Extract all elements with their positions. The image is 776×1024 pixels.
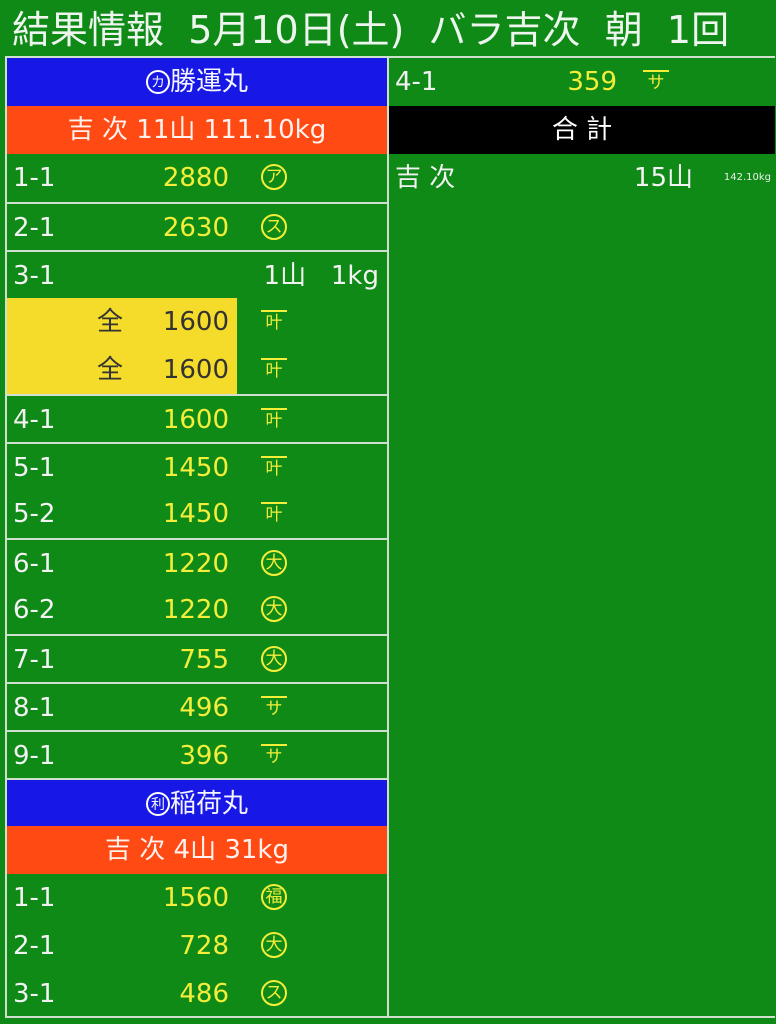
lot-number: 4-1 xyxy=(395,67,438,97)
boat-name: 稲荷丸 xyxy=(169,789,248,819)
all-label: 全 xyxy=(97,355,124,385)
boat-name: 勝運丸 xyxy=(169,67,248,97)
lot-number: 8-1 xyxy=(13,693,56,723)
lot-number: 7-1 xyxy=(13,645,56,675)
weight: 1kg xyxy=(330,261,379,291)
price: 1600 xyxy=(162,355,229,385)
buyer-mark-icon: ス xyxy=(261,214,287,240)
highlight xyxy=(7,346,237,394)
lot-number: 1-1 xyxy=(13,883,56,913)
price: 1450 xyxy=(162,453,229,483)
price: 1560 xyxy=(162,883,229,913)
lot-row: 9-1 396 サ xyxy=(7,730,387,778)
right-column: 4-1 359 サ合 計吉 次 15山 142.10kg xyxy=(389,56,775,1018)
boat-summary: 吉 次 4山 31kg xyxy=(7,826,387,874)
buyer-mark-icon: サ xyxy=(643,70,669,96)
lot-number: 9-1 xyxy=(13,741,56,771)
item: バラ吉次 xyxy=(428,8,581,52)
lot-row: 4-1 359 サ xyxy=(389,58,775,106)
boat-mark-icon: カ xyxy=(145,70,170,94)
total-header: 合 計 xyxy=(389,106,775,154)
buyer-mark-icon: 大 xyxy=(261,596,287,622)
price: 1600 xyxy=(162,307,229,337)
buyer-mark-icon: 叶 xyxy=(261,358,287,384)
price: 359 xyxy=(567,67,617,97)
lot-row: 全 1600 叶 xyxy=(7,346,387,394)
total-qty: 15山 xyxy=(633,163,693,193)
date: 5月10日(土) xyxy=(188,8,405,52)
buyer-mark-icon: 福 xyxy=(261,884,287,910)
lot-number: 3-1 xyxy=(13,979,56,1009)
price: 755 xyxy=(179,645,229,675)
buyer-mark-icon: 大 xyxy=(261,646,287,672)
lot-row: 7-1 755 大 xyxy=(7,634,387,682)
price: 2880 xyxy=(162,163,229,193)
price: 1600 xyxy=(162,405,229,435)
lot-row: 2-1 2630 ス xyxy=(7,202,387,250)
lot-number: 5-1 xyxy=(13,453,56,483)
buyer-mark-icon: サ xyxy=(261,744,287,770)
highlight xyxy=(7,298,237,346)
price: 1220 xyxy=(162,595,229,625)
lot-number: 6-2 xyxy=(13,595,56,625)
boat-header: カ勝運丸 xyxy=(7,58,387,106)
session: 朝 xyxy=(604,8,643,52)
price: 1220 xyxy=(162,549,229,579)
board-title: 結果情報 5月10日(土) バラ吉次 朝 1回 xyxy=(12,2,729,54)
lot-number: 1-1 xyxy=(13,163,56,193)
lot-row: 6-2 1220 大 xyxy=(7,586,387,634)
lot-number: 4-1 xyxy=(13,405,56,435)
lot-row: 3-1 1山 1kg xyxy=(7,250,387,298)
lot-row: 2-1 728 大 xyxy=(7,922,387,970)
lot-number: 3-1 xyxy=(13,261,56,291)
buyer-mark-icon: 叶 xyxy=(261,408,287,434)
lot-row: 4-1 1600 叶 xyxy=(7,394,387,442)
lot-number: 6-1 xyxy=(13,549,56,579)
title: 結果情報 xyxy=(12,8,165,52)
lot-row: 5-2 1450 叶 xyxy=(7,490,387,538)
boat-summary: 吉 次 11山 111.10kg xyxy=(7,106,387,154)
buyer-mark-icon: 大 xyxy=(261,550,287,576)
price: 396 xyxy=(179,741,229,771)
lot-row: 5-1 1450 叶 xyxy=(7,442,387,490)
buyer-mark-icon: 叶 xyxy=(261,502,287,528)
buyer-mark-icon: 叶 xyxy=(261,456,287,482)
buyer-mark-icon: ア xyxy=(261,164,287,190)
boat-header: 利稲荷丸 xyxy=(7,778,387,826)
lot-number: 5-2 xyxy=(13,499,56,529)
quantity: 1山 1kg xyxy=(264,252,379,300)
buyer-mark-icon: サ xyxy=(261,696,287,722)
total-item: 吉 次 xyxy=(395,163,456,193)
lot-row: 3-1 486 ス xyxy=(7,970,387,1018)
lot-row: 1-1 1560 福 xyxy=(7,874,387,922)
qty: 1山 xyxy=(263,261,307,291)
lot-row: 6-1 1220 大 xyxy=(7,538,387,586)
price: 728 xyxy=(179,931,229,961)
round: 1回 xyxy=(666,8,730,52)
price: 1450 xyxy=(162,499,229,529)
price: 2630 xyxy=(162,213,229,243)
lot-row: 1-1 2880 ア xyxy=(7,154,387,202)
price: 496 xyxy=(179,693,229,723)
buyer-mark-icon: 大 xyxy=(261,932,287,958)
buyer-mark-icon: 叶 xyxy=(261,310,287,336)
left-column: カ勝運丸吉 次 11山 111.10kg 1-1 2880 ア 2-1 2630 ス 3-1 1… xyxy=(5,56,389,1018)
total-weight: 142.10kg xyxy=(723,172,771,183)
boat-mark-icon: 利 xyxy=(145,792,170,816)
all-label: 全 xyxy=(97,307,124,337)
lot-number: 2-1 xyxy=(13,213,56,243)
buyer-mark-icon: ス xyxy=(261,980,287,1006)
total-row: 吉 次 15山 142.10kg xyxy=(389,154,775,202)
lot-number: 2-1 xyxy=(13,931,56,961)
price: 486 xyxy=(179,979,229,1009)
lot-row: 8-1 496 サ xyxy=(7,682,387,730)
lot-row: 全 1600 叶 xyxy=(7,298,387,346)
